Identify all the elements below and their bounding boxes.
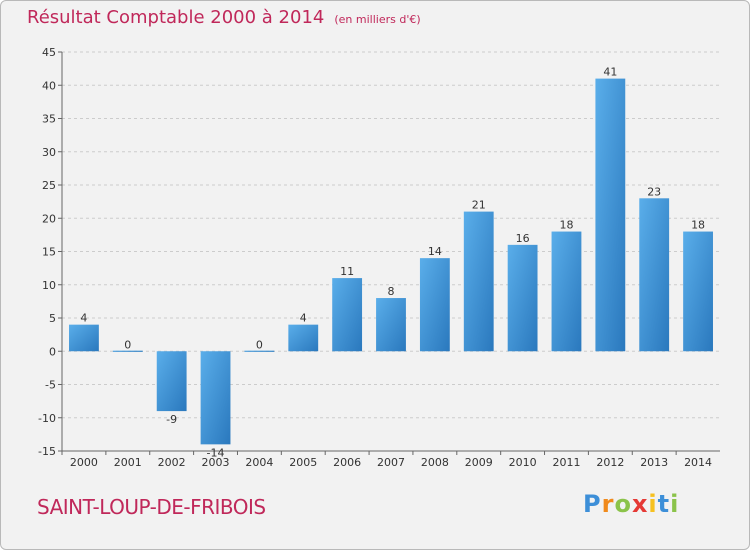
x-tick-label: 2010 [509, 456, 537, 469]
bar [507, 244, 538, 352]
x-tick-label: 2012 [596, 456, 624, 469]
y-tick-label: 40 [42, 79, 56, 92]
data-label: -14 [207, 446, 225, 459]
logo-letter: i [648, 490, 658, 518]
data-label: 18 [691, 219, 705, 232]
x-tick-label: 2000 [70, 456, 98, 469]
x-tick-label: 2003 [202, 456, 230, 469]
x-tick-label: 2014 [684, 456, 712, 469]
y-tick-label: -10 [38, 412, 56, 425]
proxiti-logo: Proxiti [583, 490, 679, 518]
chart-subtitle: (en milliers d'€) [334, 13, 421, 26]
logo-letter: P [583, 490, 602, 518]
bar [69, 324, 99, 352]
bar [595, 78, 626, 352]
x-tick-label: 2006 [333, 456, 361, 469]
bar [112, 350, 143, 352]
bar [332, 278, 363, 352]
y-tick-label: 0 [49, 345, 56, 358]
y-tick-label: 30 [42, 146, 56, 159]
chart-title: Résultat Comptable 2000 à 2014 (en millie… [27, 7, 421, 28]
data-label: 0 [124, 338, 131, 351]
bar [376, 298, 406, 352]
y-tick-label: 25 [42, 179, 56, 192]
x-tick-label: 2002 [158, 456, 186, 469]
x-tick-labels: 2000 2001 2002 2003 2004 2005 2006 2007 2008 2009… [70, 456, 712, 469]
bar [551, 231, 582, 352]
data-label: 14 [428, 245, 442, 258]
data-label: 23 [647, 185, 661, 198]
logo-letter: o [614, 490, 632, 518]
bar [683, 231, 713, 352]
x-tick-label: 2008 [421, 456, 449, 469]
bar [419, 258, 450, 352]
data-label: 0 [256, 338, 263, 351]
data-label: 8 [388, 285, 395, 298]
bar [244, 350, 275, 352]
axes-group [61, 52, 720, 455]
x-tick-label: 2007 [377, 456, 405, 469]
logo-letter: i [670, 490, 680, 518]
x-tick-label: 2009 [465, 456, 493, 469]
bar [639, 198, 670, 352]
bars-group [69, 78, 713, 445]
data-label: -9 [166, 413, 177, 426]
y-tick-label: -5 [45, 379, 56, 392]
y-tick-label: 45 [42, 46, 56, 59]
x-tick-label: 2005 [289, 456, 317, 469]
data-label: 18 [559, 219, 573, 232]
y-tick-label: 35 [42, 113, 56, 126]
bar [463, 211, 494, 352]
x-tick-label: 2011 [552, 456, 580, 469]
bar [200, 351, 231, 445]
x-tick-label: 2001 [114, 456, 142, 469]
data-label: 4 [80, 312, 87, 325]
y-tick-label: 10 [42, 279, 56, 292]
chart-title-text: Résultat Comptable 2000 à 2014 [27, 7, 325, 28]
y-tick-label: 15 [42, 246, 56, 259]
data-labels: 4 0 -9 -14 0 4 11 8 14 21 16 18 41 23 18 [80, 66, 705, 460]
y-tick-label: -15 [38, 445, 56, 458]
bar [288, 324, 319, 352]
bar [156, 351, 187, 412]
y-tick-label: 5 [49, 312, 56, 325]
y-tick-label: 20 [42, 212, 56, 225]
commune-name: SAINT-LOUP-DE-FRIBOIS [37, 495, 266, 519]
data-label: 11 [340, 265, 354, 278]
x-tick-label: 2013 [640, 456, 668, 469]
logo-letter: t [657, 490, 671, 518]
y-tick-labels: -15 -10 -5 0 5 10 15 20 25 30 35 40 45 [38, 46, 56, 458]
logo-letter: r [601, 490, 615, 518]
data-label: 21 [472, 199, 486, 212]
x-tick-label: 2004 [245, 456, 273, 469]
data-label: 41 [603, 66, 617, 79]
logo-letter: x [631, 490, 649, 518]
data-label: 16 [516, 232, 530, 245]
data-label: 4 [300, 312, 307, 325]
